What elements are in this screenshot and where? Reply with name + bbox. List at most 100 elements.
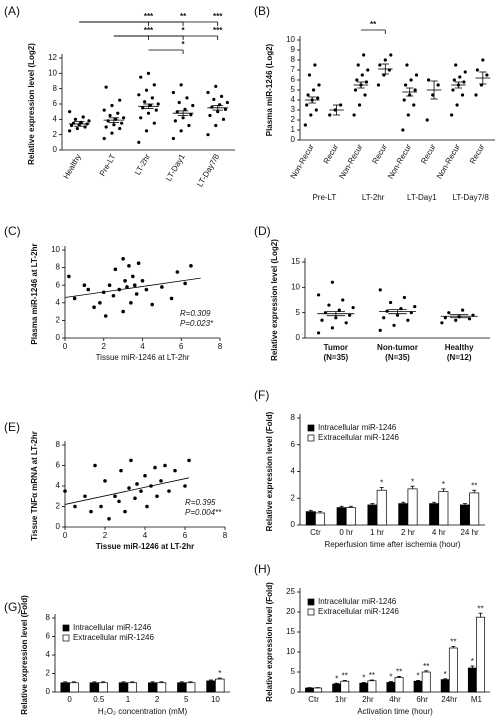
y-axis-label: Tissue TNFα mRNA at LT-2hr (30, 431, 39, 541)
significance: ** (370, 20, 377, 29)
x-tick-label: 5 (184, 695, 189, 704)
x-axis-label: Tissue miR-1246 at LT-2hr (96, 353, 190, 362)
y-tick-label: 4 (53, 114, 58, 123)
dot (443, 316, 447, 320)
y-tick-label: 8 (291, 55, 296, 64)
panel-label: (H) (254, 562, 271, 576)
point (136, 261, 141, 266)
dot (120, 121, 124, 125)
x-tick-label: 1 hr (370, 528, 384, 537)
dot (317, 83, 321, 87)
dot (402, 295, 407, 300)
x-tick-label: Ctr (308, 695, 319, 704)
bar (336, 507, 347, 526)
bar (340, 680, 350, 693)
y-tick-label: 15 (291, 257, 300, 266)
significance: * (389, 673, 392, 682)
x-tick-label: 8 (218, 342, 223, 351)
significance: * (182, 26, 186, 35)
x-tick-label: LT-2hr (133, 152, 152, 176)
significance: *** (144, 26, 154, 35)
y-tick-label: 25 (286, 587, 295, 596)
panel-label: (C) (4, 224, 21, 238)
panel-label: (B) (254, 4, 270, 18)
point (169, 296, 174, 301)
dot (406, 318, 410, 322)
point (129, 301, 133, 305)
point (111, 293, 116, 298)
dot (357, 103, 362, 107)
dot (320, 318, 324, 322)
bar (305, 511, 316, 526)
point (153, 465, 157, 470)
y-tick-label: 10 (51, 245, 60, 254)
dot (474, 93, 478, 97)
y-tick-label: 0 (296, 333, 301, 342)
bar (69, 682, 79, 693)
y-tick-label: 5 (296, 308, 301, 317)
x-tick-label: 0 (67, 695, 72, 704)
group-label: Pre-LT (312, 193, 336, 202)
n-label: (N=35) (385, 353, 410, 362)
point (175, 270, 180, 274)
bar (332, 683, 342, 693)
significance: * (362, 674, 365, 683)
dot (316, 96, 320, 100)
dot (463, 70, 467, 74)
dot (81, 115, 85, 119)
point (98, 301, 102, 305)
dot (183, 107, 187, 111)
point (143, 473, 147, 478)
y-tick-label: 6 (53, 99, 58, 108)
dot (212, 97, 216, 101)
dot (382, 316, 386, 320)
dot (436, 83, 440, 87)
dot (313, 63, 317, 67)
point (123, 279, 127, 283)
bar (407, 488, 418, 526)
x-tick-label: Tumor (324, 343, 348, 352)
x-tick-label: 4 (140, 342, 145, 351)
y-tick-label: 4 (46, 650, 51, 659)
dot (447, 311, 451, 315)
dot (104, 85, 108, 89)
point (113, 267, 118, 272)
point (140, 279, 145, 283)
x-tick-label: 0.5 (93, 695, 105, 704)
dot (137, 93, 141, 97)
dot (191, 103, 195, 108)
x-tick-label: Recur (468, 142, 487, 165)
bar (147, 682, 158, 693)
dot (330, 280, 334, 284)
x-tick-label: 4hr (389, 695, 401, 704)
y-tick-label: 10 (286, 647, 295, 656)
x-tick-label: Healthy (62, 153, 83, 181)
significance: ** (477, 604, 483, 613)
dot (314, 108, 318, 112)
group-label: LT-Day1 (407, 193, 437, 202)
legend-swatch (307, 598, 315, 606)
dot (458, 75, 462, 79)
legend-label: Extracellular miR-1246 (73, 633, 154, 642)
dot (216, 110, 220, 114)
dot (68, 110, 72, 114)
bar (345, 507, 356, 526)
y-tick-label: 8 (291, 413, 296, 422)
point (92, 305, 96, 310)
dot (307, 73, 312, 77)
bar (440, 679, 450, 693)
x-tick-label: Recur (419, 142, 438, 165)
dot (68, 129, 72, 133)
dot (378, 63, 382, 67)
dot (378, 288, 382, 292)
x-tick-label: Ctr (310, 528, 321, 537)
x-tick-label: Non-tumor (377, 343, 418, 352)
dot (353, 88, 358, 92)
significance: *** (213, 26, 223, 35)
point (103, 314, 108, 318)
legend-swatch (307, 424, 315, 432)
dot (171, 90, 176, 95)
dot (467, 317, 472, 321)
y-tick-label: 6 (291, 440, 296, 449)
y-tick-label: 5 (291, 85, 296, 94)
